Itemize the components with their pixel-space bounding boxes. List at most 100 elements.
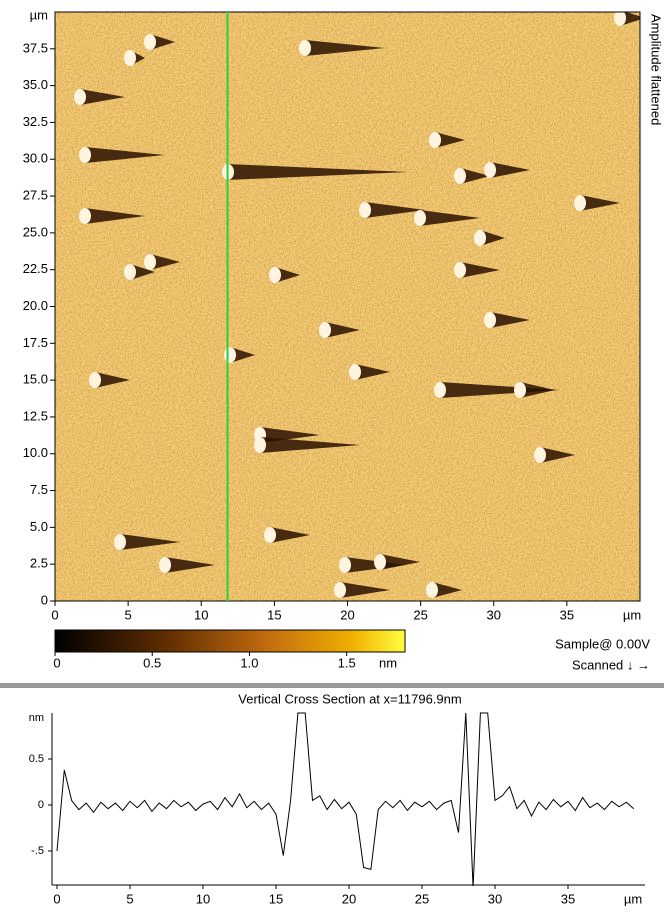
side-label: Amplitude flattened xyxy=(649,14,664,125)
particle xyxy=(454,168,466,184)
scan-label: Scanned ↓ → xyxy=(572,657,650,672)
colorbar-tick-label: 0 xyxy=(53,655,60,670)
y-tick-label: 37.5 xyxy=(23,40,48,55)
particle xyxy=(79,208,91,224)
x-tick-label: 30 xyxy=(487,607,501,622)
particle xyxy=(124,50,136,66)
particle xyxy=(426,582,438,598)
particle-shadow xyxy=(460,168,490,184)
x-tick-label: 10 xyxy=(196,891,210,906)
y-tick-label: 32.5 xyxy=(23,114,48,129)
x-tick-label: 35 xyxy=(561,891,575,906)
particle-shadow xyxy=(460,262,500,278)
particle xyxy=(374,554,386,570)
particle xyxy=(349,364,361,380)
particle-shadow xyxy=(120,534,180,550)
particle-shadow xyxy=(230,347,255,363)
y-tick-label: 7.5 xyxy=(30,482,48,497)
y-tick-label: 2.5 xyxy=(30,556,48,571)
particle xyxy=(264,527,276,543)
particle xyxy=(89,372,101,388)
afm-texture xyxy=(55,12,640,601)
profile xyxy=(56,712,635,886)
particle xyxy=(484,312,496,328)
particle-shadow xyxy=(150,34,175,50)
particle-shadow xyxy=(85,208,145,224)
y-tick-label: 20.0 xyxy=(23,298,48,313)
particle xyxy=(574,195,586,211)
y-tick-label: 30.0 xyxy=(23,151,48,166)
x-unit: µm xyxy=(623,607,641,622)
particle-shadow xyxy=(95,372,130,388)
y-tick-label: 0.5 xyxy=(29,753,44,765)
particle-shadow xyxy=(490,162,530,178)
particle-shadow xyxy=(365,202,425,218)
x-tick-label: 20 xyxy=(340,607,354,622)
sample-label: Sample@ 0.00V xyxy=(555,636,650,651)
y-tick-label: 17.5 xyxy=(23,335,48,350)
particle-shadow xyxy=(165,557,215,573)
colorbar-unit: nm xyxy=(379,655,397,670)
particle xyxy=(474,230,486,246)
y-tick-label: 22.5 xyxy=(23,261,48,276)
y-tick-label: 15.0 xyxy=(23,372,48,387)
particle-shadow xyxy=(260,437,360,453)
particle xyxy=(224,347,236,363)
particle-shadow xyxy=(580,195,620,211)
particle xyxy=(534,447,546,463)
x-unit: µm xyxy=(624,891,642,906)
colorbar-tick-label: 0.5 xyxy=(143,655,161,670)
y-tick-label: 25.0 xyxy=(23,224,48,239)
particle xyxy=(414,210,426,226)
particle xyxy=(614,12,626,26)
x-tick-label: 20 xyxy=(342,891,356,906)
particle-shadow xyxy=(520,382,555,398)
particle-shadow xyxy=(340,582,390,598)
y-tick-label: 35.0 xyxy=(23,77,48,92)
particle xyxy=(74,89,86,105)
x-tick-label: 5 xyxy=(126,891,133,906)
particle xyxy=(429,132,441,148)
x-tick-label: 0 xyxy=(51,607,58,622)
particle-shadow xyxy=(275,267,300,283)
separator xyxy=(0,683,664,688)
y-tick-label: 0 xyxy=(41,592,48,607)
particle xyxy=(339,557,351,573)
x-tick-label: 25 xyxy=(413,607,427,622)
profile-line xyxy=(56,712,635,886)
colorbar xyxy=(54,629,406,653)
particle xyxy=(299,40,311,56)
x-tick-label: 30 xyxy=(488,891,502,906)
particle xyxy=(254,437,266,453)
particle-shadow xyxy=(435,132,465,148)
x-tick-label: 5 xyxy=(125,607,132,622)
particle-shadow xyxy=(432,582,462,598)
particle-shadow xyxy=(325,322,360,338)
particle-shadow xyxy=(420,210,480,226)
particle xyxy=(114,534,126,550)
colorbar-tick-label: 1.0 xyxy=(240,655,258,670)
particle xyxy=(319,322,331,338)
particle-shadow xyxy=(480,230,505,246)
particle xyxy=(144,34,156,50)
y-unit: nm xyxy=(29,712,44,724)
x-tick-label: 25 xyxy=(415,891,429,906)
particle xyxy=(159,557,171,573)
particle xyxy=(484,162,496,178)
particle-shadow xyxy=(305,40,385,56)
particle xyxy=(269,267,281,283)
particle-shadow xyxy=(150,254,180,270)
particle xyxy=(454,262,466,278)
particle xyxy=(514,382,526,398)
particle xyxy=(144,254,156,270)
particle-shadow xyxy=(490,312,530,328)
y-tick-label: -.5 xyxy=(31,845,44,857)
particle xyxy=(334,582,346,598)
particle xyxy=(359,202,371,218)
y-tick-label: 0 xyxy=(38,799,44,811)
particle-shadow xyxy=(540,447,575,463)
particle-shadow xyxy=(228,164,408,180)
y-tick-label: 10.0 xyxy=(23,445,48,460)
